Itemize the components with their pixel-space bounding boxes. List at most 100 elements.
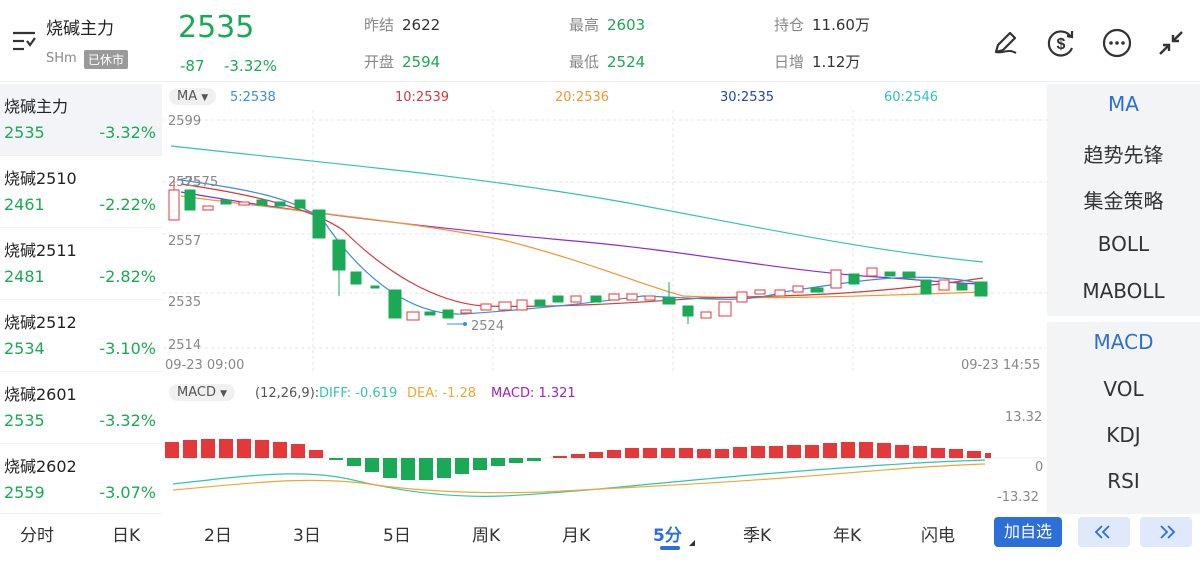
tab-2day[interactable]: 2日 <box>204 526 232 546</box>
list-item-price: 2481 <box>4 267 45 286</box>
tab-week-k[interactable]: 周K <box>472 526 501 546</box>
period-tab-bar: 分时 日K 2日 3日 5日 周K 月K 5分 季K 年K 闪电 加自选 <box>0 514 1200 567</box>
list-item[interactable]: 烧碱2602 2559 -3.07% <box>0 444 162 514</box>
tab-day-k[interactable]: 日K <box>112 526 141 546</box>
list-item-pct: -3.32% <box>99 123 156 142</box>
add-to-watchlist-button[interactable]: 加自选 <box>994 517 1062 547</box>
list-item-name: 烧碱2511 <box>4 241 77 260</box>
chevron-down-icon: ▼ <box>220 389 228 399</box>
candlestick-chart <box>163 110 1047 374</box>
macd-params: (12,26,9): <box>255 386 320 401</box>
price-change-pct: -3.32% <box>224 57 278 75</box>
indicator-rsi[interactable]: RSI <box>1107 469 1140 493</box>
tab-intraday[interactable]: 分时 <box>20 526 54 546</box>
ma5-legend: 5:2538 <box>230 90 276 105</box>
macd-chart <box>163 439 1047 497</box>
list-item-pct: -2.22% <box>99 195 156 214</box>
more-dots-icon[interactable] <box>1100 26 1134 60</box>
sub-indicator-group: MACD VOL KDJ RSI <box>1047 322 1200 514</box>
exchange-code: SHm <box>46 51 77 66</box>
indicator-boll[interactable]: BOLL <box>1097 232 1150 256</box>
contract-watchlist: 烧碱主力 2535 -3.32% 烧碱2510 2461 -2.22% 烧碱25… <box>0 84 162 514</box>
macd-axis-label: -13.32 <box>997 490 1039 505</box>
list-item[interactable]: 烧碱2510 2461 -2.22% <box>0 156 162 228</box>
list-item-pct: -3.07% <box>99 483 156 502</box>
stat-high: 最高 2603 <box>569 16 646 34</box>
macd-dea-value: DEA: -1.28 <box>407 386 477 401</box>
macd-diff-value: DIFF: -0.619 <box>319 386 398 401</box>
list-item-name: 烧碱2510 <box>4 169 77 188</box>
ma10-legend: 10:2539 <box>395 90 450 105</box>
kline-chart-area[interactable]: MA ▼ 5:2538 10:2539 20:2536 30:2535 60:2… <box>163 84 1047 514</box>
indicator-ma[interactable]: MA <box>1108 92 1139 116</box>
price-axis-label: 2514 <box>168 338 202 353</box>
tab-3day[interactable]: 3日 <box>293 526 321 546</box>
indicator-macd[interactable]: MACD <box>1093 330 1154 354</box>
price-change: -87 <box>180 57 205 75</box>
list-item[interactable]: 烧碱2511 2481 -2.82% <box>0 228 162 300</box>
chevron-down-icon: ▼ <box>201 93 209 103</box>
indicator-kdj[interactable]: KDJ <box>1106 423 1141 447</box>
indicator-maboll[interactable]: MABOLL <box>1082 279 1165 303</box>
stat-open: 开盘 2594 <box>364 53 441 71</box>
contract-title: 烧碱主力 <box>46 19 114 39</box>
indicator-vol[interactable]: VOL <box>1103 377 1144 401</box>
list-item[interactable]: 烧碱主力 2535 -3.32% <box>0 84 162 156</box>
collapse-arrows-icon[interactable] <box>1154 26 1188 60</box>
list-item-pct: -3.32% <box>99 411 156 430</box>
stat-open-interest: 持仓 11.60万 <box>774 16 870 34</box>
stat-low: 最低 2524 <box>569 53 646 71</box>
high-marker-label: 2575 <box>168 175 202 190</box>
tab-5min[interactable]: 5分 <box>653 526 682 546</box>
list-item-pct: -2.82% <box>99 267 156 286</box>
quote-header: 烧碱主力 SHm 已休市 2535 -87 -3.32% 昨结 2622 开盘 25… <box>0 0 1200 82</box>
indicator-jijin-strategy[interactable]: 集金策略 <box>1083 189 1164 213</box>
list-item-pct: -3.10% <box>99 339 156 358</box>
list-item-price: 2461 <box>4 195 45 214</box>
list-item-name: 烧碱2601 <box>4 385 77 404</box>
price-axis-label: 2535 <box>168 295 202 310</box>
list-menu-icon[interactable] <box>10 28 38 54</box>
stat-daily-increase: 日增 1.12万 <box>774 53 861 71</box>
high-marker-label-dup: 2575 <box>185 175 219 190</box>
list-item[interactable]: 烧碱2512 2534 -3.10% <box>0 300 162 372</box>
tab-dropdown-corner-icon <box>689 540 695 546</box>
ma30-legend: 30:2535 <box>720 90 775 105</box>
price-axis-label: 2599 <box>168 114 202 129</box>
list-item-name: 烧碱2512 <box>4 313 77 332</box>
tab-season-k[interactable]: 季K <box>743 526 772 546</box>
macd-axis-label: 0 <box>1035 460 1044 475</box>
double-chevron-left-icon <box>1094 525 1110 539</box>
list-item-name: 烧碱2602 <box>4 457 77 476</box>
main-indicator-group: MA 趋势先锋 集金策略 BOLL MABOLL <box>1047 84 1200 316</box>
tab-lightning[interactable]: 闪电 <box>921 526 955 546</box>
list-item-name: 烧碱主力 <box>4 97 69 116</box>
tab-5day[interactable]: 5日 <box>383 526 411 546</box>
list-item[interactable]: 烧碱2601 2535 -3.32% <box>0 372 162 444</box>
tab-year-k[interactable]: 年K <box>833 526 862 546</box>
last-price: 2535 <box>178 10 255 45</box>
svg-text:$: $ <box>1057 36 1066 53</box>
price-axis-label: 2557 <box>168 234 202 249</box>
ma-indicator-chip[interactable]: MA ▼ <box>169 88 217 105</box>
scroll-left-button[interactable] <box>1078 517 1130 547</box>
dollar-refresh-icon[interactable]: $ <box>1044 26 1078 60</box>
time-start-label: 09-23 09:00 <box>165 358 245 373</box>
list-item-price: 2559 <box>4 483 45 502</box>
tab-month-k[interactable]: 月K <box>562 526 591 546</box>
list-item-price: 2535 <box>4 411 45 430</box>
indicator-trend-pioneer[interactable]: 趋势先锋 <box>1083 143 1164 167</box>
scroll-right-button[interactable] <box>1140 517 1192 547</box>
ma20-legend: 20:2536 <box>555 90 610 105</box>
stat-prev-settle: 昨结 2622 <box>364 16 441 34</box>
market-status-badge: 已休市 <box>84 50 129 69</box>
edit-pen-icon[interactable] <box>988 26 1022 60</box>
macd-value: MACD: 1.321 <box>491 386 576 401</box>
list-item-price: 2535 <box>4 123 45 142</box>
indicator-panel: MA 趋势先锋 集金策略 BOLL MABOLL MACD VOL KDJ RS… <box>1047 84 1200 514</box>
list-item-price: 2534 <box>4 339 45 358</box>
low-marker-label: 2524 <box>471 319 505 334</box>
macd-indicator-chip[interactable]: MACD ▼ <box>169 384 236 401</box>
double-chevron-right-icon <box>1160 525 1176 539</box>
selected-tab-indicator <box>660 546 680 550</box>
